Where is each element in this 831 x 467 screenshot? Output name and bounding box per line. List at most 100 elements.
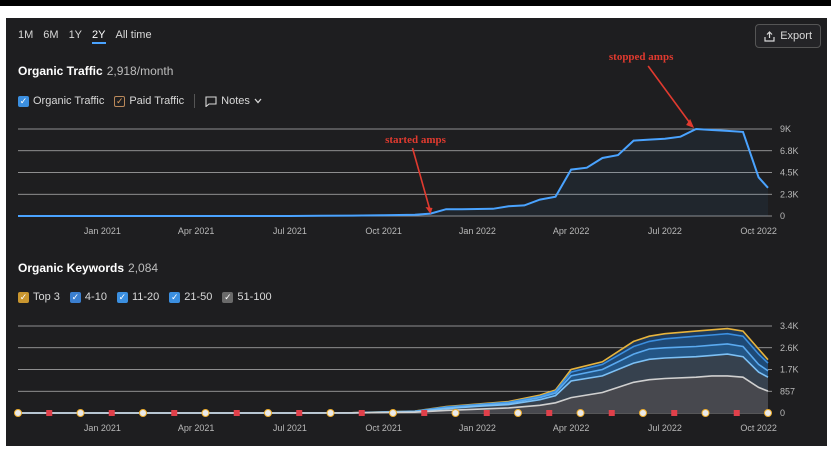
range-6m[interactable]: 6M — [43, 29, 59, 41]
range-all-time[interactable]: All time — [115, 29, 152, 41]
traffic-y-tick-label: 6.8K — [780, 146, 799, 156]
note-marker-square — [358, 410, 365, 416]
range-2y[interactable]: 2Y — [92, 29, 106, 44]
note-marker-square — [733, 410, 740, 416]
note-marker-circle — [139, 409, 147, 417]
traffic-title: Organic Traffic 2,918/month — [18, 64, 173, 78]
traffic-title-text: Organic Traffic — [18, 64, 103, 78]
organic-traffic-line — [18, 127, 769, 217]
traffic-x-tick-label: Oct 2021 — [365, 226, 402, 236]
legend-top3[interactable]: ✓ Top 3 — [18, 291, 60, 303]
traffic-y-tick-label: 0 — [780, 211, 785, 221]
note-marker-circle — [576, 409, 585, 417]
note-marker-square — [46, 410, 53, 416]
note-marker-circle — [764, 409, 772, 417]
keywords-x-tick-label: Jul 2021 — [273, 423, 307, 433]
note-marker-circle — [76, 409, 85, 417]
annotation-stopped-amps: stopped amps — [609, 51, 674, 63]
keywords-y-tick-label: 0 — [780, 408, 785, 418]
traffic-x-tick-label: Jan 2022 — [459, 226, 496, 236]
keywords-x-tick-label: Oct 2022 — [740, 423, 777, 433]
keywords-value: 2,084 — [128, 261, 159, 275]
chevron-down-icon — [254, 98, 262, 104]
traffic-x-tick-label: Oct 2022 — [740, 226, 777, 236]
note-marker-square — [233, 410, 240, 416]
export-button[interactable]: Export — [755, 24, 821, 48]
traffic-y-tick-label: 2.3K — [780, 189, 799, 199]
export-icon — [764, 30, 775, 42]
keywords-y-tick-label: 857 — [780, 386, 795, 396]
keywords-y-tick-label: 2.6K — [780, 343, 799, 353]
checkbox-checked-icon: ✓ — [116, 291, 128, 303]
traffic-y-tick-label: 9K — [780, 124, 791, 134]
checkbox-checked-icon: ✓ — [222, 291, 234, 303]
range-1m[interactable]: 1M — [18, 29, 34, 41]
export-label: Export — [780, 30, 812, 42]
date-range-selector: 1M 6M 1Y 2Y All time — [18, 29, 152, 44]
keywords-title-text: Organic Keywords — [18, 261, 125, 275]
note-marker-circle — [389, 409, 397, 417]
top-border — [0, 0, 831, 6]
keywords-x-tick-label: Jan 2021 — [84, 423, 121, 433]
traffic-x-tick-label: Jul 2021 — [273, 226, 307, 236]
organic-traffic-chart: 9K 6.8K 4.5K 2.3K 0 Jan 2021 Apr 2021 Jul 2021 O… — [18, 51, 799, 236]
notes-dropdown[interactable]: Notes — [205, 95, 262, 107]
checkbox-checked-icon: ✓ — [69, 291, 81, 303]
keywords-legend: ✓ Top 3 ✓ 4-10 ✓ 11-20 ✓ 21-50 ✓ 51-100 — [18, 291, 272, 303]
legend-organic-traffic[interactable]: ✓ Organic Traffic — [18, 95, 104, 107]
notes-label: Notes — [221, 95, 250, 107]
note-marker-circle — [701, 409, 710, 417]
legend-51-100[interactable]: ✓ 51-100 — [222, 291, 272, 303]
legend-top3-label: Top 3 — [33, 291, 60, 303]
traffic-value: 2,918/month — [106, 64, 174, 78]
traffic-y-tick-label: 4.5K — [780, 168, 799, 178]
note-marker-square — [608, 410, 615, 416]
note-marker-square — [546, 410, 553, 416]
checkbox-checked-icon: ✓ — [18, 291, 29, 303]
legend-4-10-label: 4-10 — [84, 291, 107, 303]
checkbox-checked-icon: ✓ — [169, 291, 181, 303]
checkbox-checked-icon: ✓ — [114, 95, 126, 107]
annotation-arrow-started — [411, 147, 432, 213]
note-marker-circle — [639, 409, 647, 417]
note-marker-circle — [326, 409, 335, 417]
legend-21-50[interactable]: ✓ 21-50 — [169, 291, 212, 303]
keywords-x-tick-label: Oct 2021 — [365, 423, 402, 433]
keywords-x-tick-label: Jan 2022 — [459, 423, 496, 433]
range-1y[interactable]: 1Y — [68, 29, 83, 41]
legend-11-20[interactable]: ✓ 11-20 — [116, 291, 160, 303]
note-marker-square — [171, 410, 178, 416]
legend-organic-label: Organic Traffic — [33, 95, 105, 107]
legend-paid-label: Paid Traffic — [129, 95, 185, 107]
note-marker-square — [108, 410, 115, 416]
note-marker-circle — [514, 409, 522, 417]
note-marker-square — [483, 410, 490, 416]
annotation-arrowhead-stopped — [686, 119, 695, 128]
keywords-x-tick-label: Apr 2022 — [553, 423, 590, 433]
note-marker-circle — [201, 409, 210, 417]
annotation-arrow-stopped — [647, 65, 693, 127]
legend-11-20-label: 11-20 — [131, 291, 160, 303]
note-marker-square — [421, 410, 428, 416]
comment-icon — [205, 95, 217, 107]
analytics-panel: 1M 6M 1Y 2Y All time Export Organic Traf… — [6, 18, 827, 446]
traffic-x-tick-label: Jan 2021 — [84, 226, 121, 236]
organic-traffic-area — [18, 129, 768, 216]
note-marker-circle — [264, 409, 272, 417]
legend-21-50-label: 21-50 — [184, 291, 213, 303]
keywords-title: Organic Keywords 2,084 — [18, 261, 158, 275]
keywords-y-tick-label: 3.4K — [780, 321, 799, 331]
keywords-x-tick-label: Apr 2021 — [178, 423, 215, 433]
legend-51-100-label: 51-100 — [237, 291, 272, 303]
traffic-legend: ✓ Organic Traffic ✓ Paid Traffic Notes — [18, 94, 262, 108]
note-marker-square — [296, 410, 303, 416]
legend-4-10[interactable]: ✓ 4-10 — [69, 291, 107, 303]
traffic-x-tick-label: Jul 2022 — [648, 226, 682, 236]
legend-paid-traffic[interactable]: ✓ Paid Traffic — [114, 95, 184, 107]
keywords-x-tick-label: Jul 2022 — [648, 423, 682, 433]
checkbox-checked-icon: ✓ — [18, 95, 29, 107]
organic-keywords-chart: 3.4K 2.6K 1.7K 857 0 Jan 2021 Apr 2021 Jul 2021… — [14, 321, 799, 433]
annotation-started-amps: started amps — [385, 134, 447, 146]
keywords-area-51-100 — [18, 375, 768, 413]
traffic-x-tick-label: Apr 2022 — [553, 226, 590, 236]
